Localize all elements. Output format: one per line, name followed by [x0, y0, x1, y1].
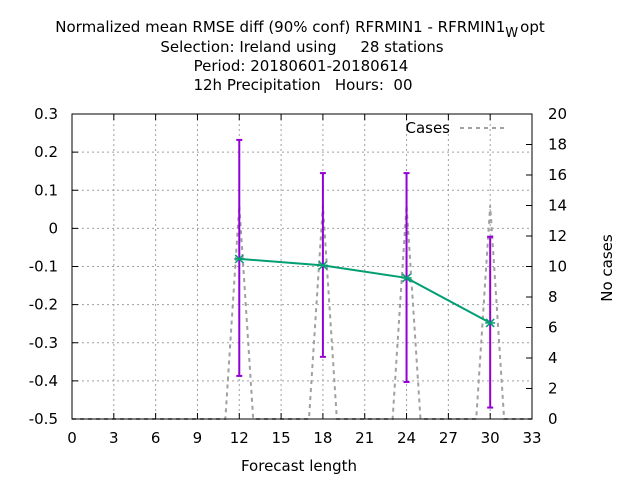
x-tick-label: 24	[397, 429, 416, 447]
cases-line	[72, 205, 532, 420]
y-tick-label: 0	[48, 219, 58, 237]
data-point	[401, 273, 412, 283]
y2-tick-label: 12	[548, 227, 567, 245]
y2-tick-label: 20	[548, 105, 567, 123]
y-tick-label: -0.4	[29, 372, 58, 390]
y2-tick-label: 6	[548, 319, 558, 337]
x-tick-label: 30	[481, 429, 500, 447]
x-axis-label: Forecast length	[241, 457, 357, 475]
y-tick-label: -0.1	[29, 258, 58, 276]
x-tick-label: 0	[67, 429, 77, 447]
x-tick-label: 33	[522, 429, 541, 447]
x-tick-label: 15	[272, 429, 291, 447]
y-tick-label: 0.3	[34, 105, 58, 123]
x-tick-label: 21	[355, 429, 374, 447]
x-axis-ticks: 0 3 6 9 12 15 18 21 24 27 30 33	[67, 114, 542, 447]
y2-axis-ticks: 0 2 4 6 8 10 12 14 16 18 20	[526, 105, 567, 428]
rmse-diff-series	[234, 138, 496, 409]
y2-tick-label: 0	[548, 410, 558, 428]
title-subscript: W	[505, 26, 518, 41]
y2-tick-label: 4	[548, 349, 558, 367]
x-tick-label: 12	[230, 429, 249, 447]
data-point	[485, 318, 496, 328]
y-tick-label: -0.3	[29, 334, 58, 352]
y-tick-label: 0.1	[34, 181, 58, 199]
grid	[72, 114, 532, 419]
cases-series	[72, 205, 532, 420]
y2-tick-label: 10	[548, 258, 567, 276]
rmse-diff-line	[239, 257, 491, 324]
x-tick-label: 18	[313, 429, 332, 447]
x-tick-label: 3	[109, 429, 119, 447]
y-tick-label: -0.2	[29, 296, 58, 314]
y2-tick-label: 14	[548, 197, 567, 215]
y2-tick-label: 16	[548, 166, 567, 184]
x-tick-label: 6	[151, 429, 161, 447]
data-point	[317, 260, 328, 270]
title-suffix: opt	[520, 18, 545, 36]
title-line-2: Selection: Ireland using 28 stations	[160, 38, 443, 56]
y-tick-label: -0.5	[29, 410, 58, 428]
y-tick-label: 0.2	[34, 143, 58, 161]
title-line-4: 12h Precipitation Hours: 00	[193, 76, 412, 94]
data-point	[234, 254, 245, 264]
y2-tick-label: 2	[548, 380, 558, 398]
legend: Cases	[405, 119, 506, 137]
x-tick-label: 27	[439, 429, 458, 447]
title-line-1: Normalized mean RMSE diff (90% conf) RFR…	[55, 18, 545, 41]
y2-tick-label: 8	[548, 288, 558, 306]
chart-title: Normalized mean RMSE diff (90% conf) RFR…	[55, 18, 545, 94]
y2-tick-label: 18	[548, 136, 567, 154]
y2-axis-label: No cases	[598, 234, 616, 302]
x-tick-label: 9	[193, 429, 203, 447]
title-line-3: Period: 20180601-20180614	[194, 57, 409, 75]
y-axis-ticks: -0.5 -0.4 -0.3 -0.2 -0.1 0 0.1 0.2 0.3	[29, 105, 78, 428]
legend-label-cases: Cases	[405, 119, 450, 137]
